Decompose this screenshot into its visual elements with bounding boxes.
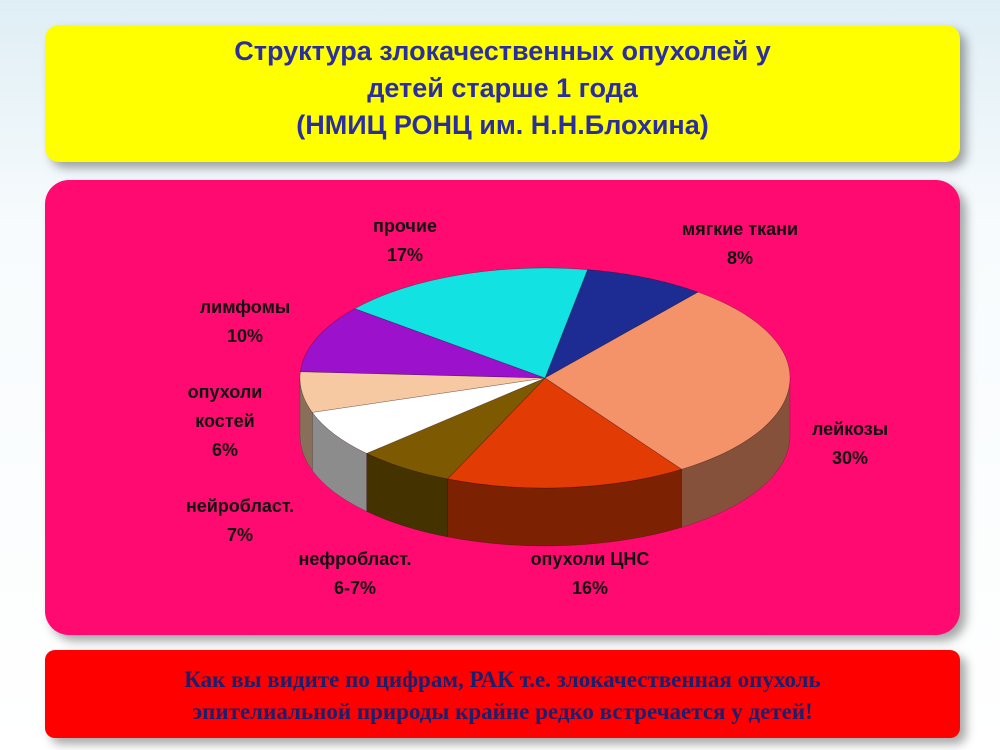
category-label: опухоли ЦНС bbox=[530, 549, 650, 569]
note: Как вы видите по цифрам, РАК т.е. злокач… bbox=[184, 667, 821, 724]
category-label: нейробласт. bbox=[185, 496, 295, 516]
slice bbox=[446, 377, 683, 489]
category-label: опухоли костей bbox=[187, 382, 263, 431]
slice bbox=[544, 269, 699, 379]
slice-label: лимфомы 10% bbox=[170, 293, 320, 351]
slice-label: лейкозы 30% bbox=[790, 415, 910, 473]
slice bbox=[311, 377, 546, 454]
slice-label: опухоли костей 6% bbox=[160, 378, 290, 465]
slice-label: прочие 17% bbox=[330, 212, 480, 270]
title-box: Структура злокачественных опухолей у дет… bbox=[45, 25, 960, 162]
category-label: нефробласт. bbox=[298, 549, 412, 569]
value-label: 6% bbox=[211, 440, 238, 460]
value-label: 17% bbox=[386, 245, 424, 265]
slice bbox=[299, 371, 546, 413]
value-label: 30% bbox=[831, 448, 869, 468]
slice-label: нефробласт. 6-7% bbox=[270, 545, 440, 603]
slice-label: мягкие ткани 8% bbox=[640, 215, 840, 273]
chart-title: Структура злокачественных опухолей у дет… bbox=[234, 36, 771, 140]
category-label: лейкозы bbox=[811, 419, 889, 439]
value-label: 10% bbox=[226, 326, 264, 346]
slice bbox=[544, 291, 791, 470]
category-label: мягкие ткани bbox=[681, 219, 799, 239]
value-label: 6-7% bbox=[333, 578, 377, 598]
value-label: 8% bbox=[726, 248, 753, 268]
value-label: 16% bbox=[571, 578, 609, 598]
slice-label: опухоли ЦНС 16% bbox=[500, 545, 680, 603]
slice bbox=[365, 377, 546, 480]
slice-label: нейробласт. 7% bbox=[160, 492, 320, 550]
value-label: 7% bbox=[226, 525, 253, 545]
category-label: лимфомы bbox=[199, 297, 291, 317]
category-label: прочие bbox=[373, 216, 437, 236]
note-box: Как вы видите по цифрам, РАК т.е. злокач… bbox=[45, 650, 960, 738]
slice bbox=[300, 308, 546, 379]
slice bbox=[354, 267, 588, 379]
